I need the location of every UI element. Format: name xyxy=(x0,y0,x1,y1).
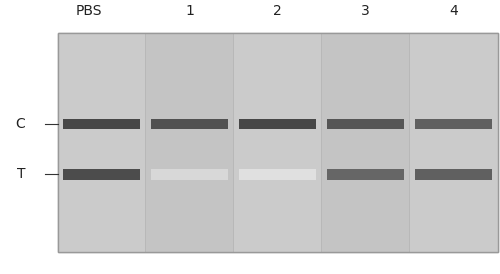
Bar xyxy=(410,33,498,252)
Bar xyxy=(327,169,404,179)
Bar xyxy=(321,33,322,252)
Bar xyxy=(146,33,234,252)
Bar xyxy=(63,169,140,179)
Text: C: C xyxy=(16,117,25,131)
Bar xyxy=(145,33,146,252)
Bar xyxy=(58,33,498,252)
Bar xyxy=(239,169,316,179)
Bar xyxy=(415,119,492,129)
Text: T: T xyxy=(16,167,25,181)
Text: 2: 2 xyxy=(273,4,282,18)
Bar xyxy=(63,119,140,129)
Bar xyxy=(234,33,322,252)
Bar xyxy=(415,169,492,179)
Text: 1: 1 xyxy=(185,4,194,18)
Bar xyxy=(58,33,146,252)
Bar xyxy=(58,33,498,252)
Text: 3: 3 xyxy=(361,4,370,18)
Bar xyxy=(151,169,228,179)
Bar xyxy=(409,33,410,252)
Bar xyxy=(239,119,316,129)
Bar xyxy=(322,33,410,252)
Text: PBS: PBS xyxy=(76,4,102,18)
Bar xyxy=(233,33,234,252)
Bar xyxy=(151,119,228,129)
Text: 4: 4 xyxy=(449,4,458,18)
Bar xyxy=(327,119,404,129)
